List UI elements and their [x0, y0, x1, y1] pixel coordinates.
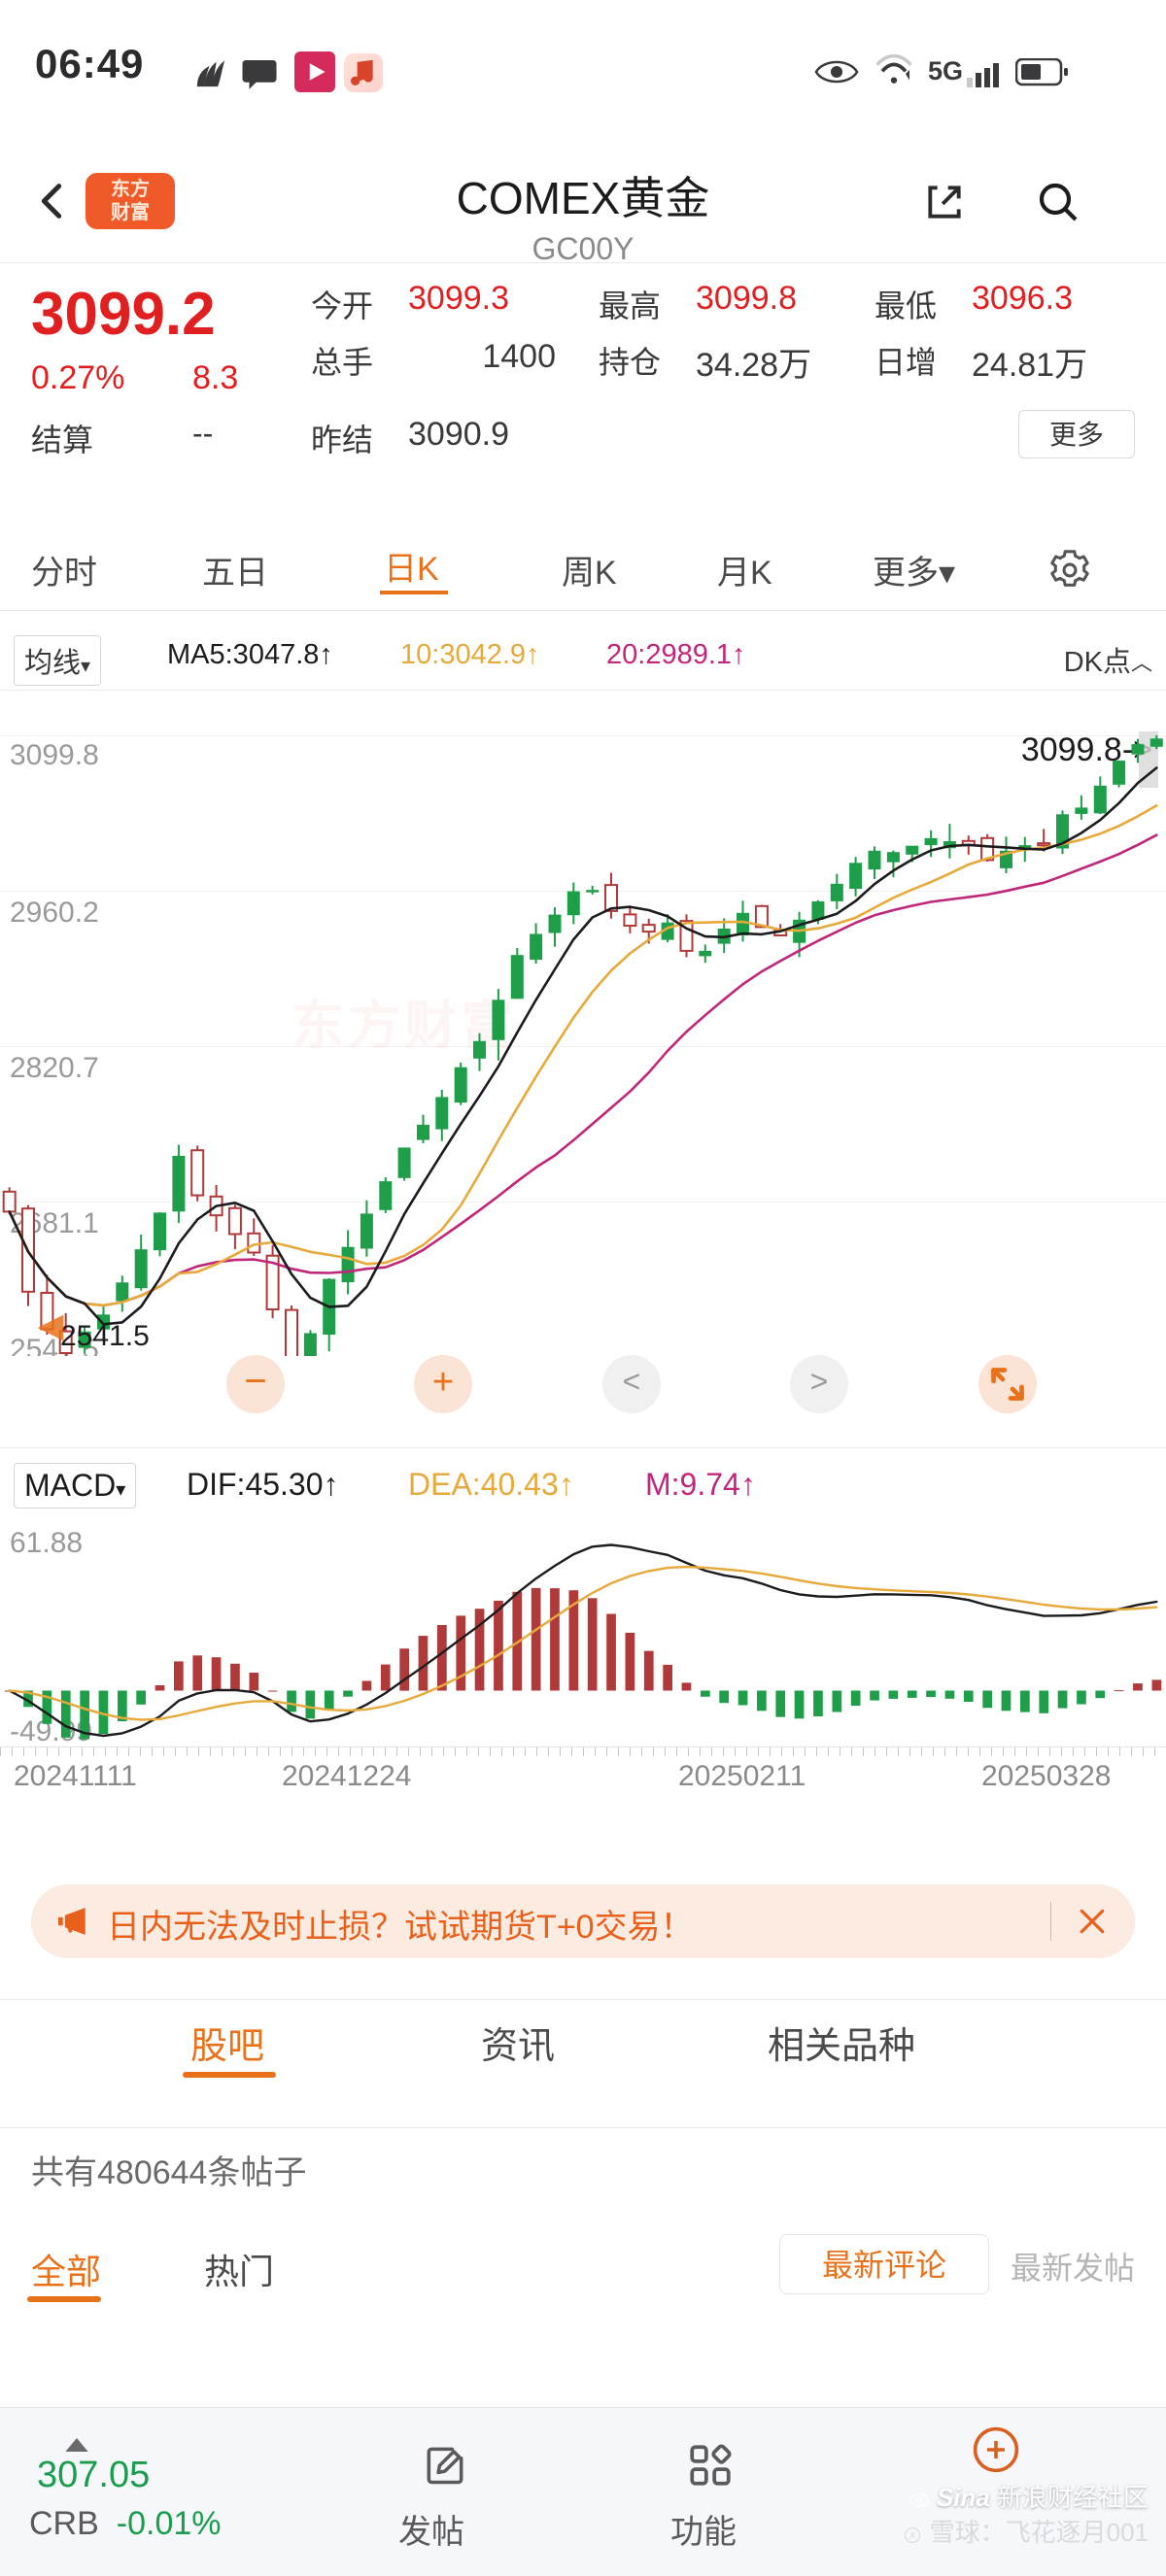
svg-text:X: X: [909, 2530, 915, 2540]
